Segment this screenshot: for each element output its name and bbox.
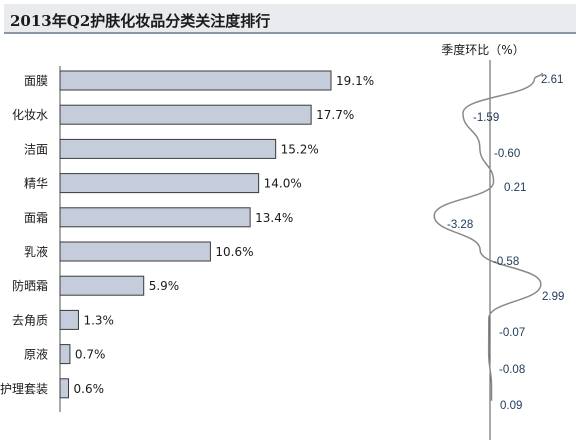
- qoq-value-label: -3.28: [447, 219, 473, 231]
- bar: [59, 309, 79, 330]
- bar: [59, 70, 332, 91]
- bar-value-label: 19.1%: [336, 74, 374, 88]
- category-label: 去角质: [12, 313, 48, 327]
- category-label: 洁面: [24, 142, 48, 156]
- category-label: 面膜: [24, 74, 48, 88]
- category-label: 化妆水: [12, 108, 48, 122]
- qoq-value-label: 2.61: [541, 74, 563, 86]
- bar-series: 面膜 19.1% 化妆水 17.7% 洁面 15.2% 精华 14.0% 面霜 13.4% 乳液 10…: [0, 70, 374, 399]
- bar-value-label: 0.7%: [75, 348, 106, 362]
- bar-value-label: 1.3%: [83, 313, 114, 327]
- qoq-subtitle: 季度环比（%）: [441, 42, 524, 57]
- category-label: 乳液: [24, 244, 48, 259]
- title-bar: 2013年Q2护肤化妆品分类关注度排行: [4, 4, 576, 34]
- bar-value-label: 17.7%: [316, 108, 354, 122]
- bar-value-label: 10.6%: [215, 245, 253, 259]
- bar: [59, 138, 277, 159]
- category-label: 原液: [24, 347, 48, 362]
- qoq-value-label: -0.08: [499, 364, 525, 376]
- bar-value-label: 14.0%: [264, 177, 302, 191]
- bar: [59, 241, 211, 262]
- bar: [59, 378, 70, 399]
- bar: [59, 104, 312, 125]
- bar: [59, 173, 260, 194]
- qoq-value-label: -0.07: [499, 327, 525, 339]
- chart-title: 2013年Q2护肤化妆品分类关注度排行: [10, 12, 271, 30]
- qoq-value-label: -0.60: [494, 148, 520, 160]
- bar: [59, 275, 145, 296]
- qoq-value-label: -1.59: [473, 112, 499, 124]
- qoq-value-label: 0.21: [504, 182, 526, 194]
- qoq-line: [433, 72, 544, 401]
- bar-value-label: 0.6%: [74, 382, 105, 396]
- bar: [59, 344, 71, 365]
- bar-value-label: 5.9%: [149, 279, 180, 293]
- category-label: 面霜: [24, 211, 48, 225]
- bar-value-label: 15.2%: [281, 142, 319, 156]
- bar-value-label: 13.4%: [255, 211, 293, 225]
- category-label: 防晒霜: [12, 278, 48, 293]
- category-label: 精华: [24, 177, 48, 191]
- bar: [59, 207, 251, 228]
- category-label: 护理套装: [0, 382, 48, 396]
- qoq-value-label: -0.58: [493, 256, 519, 268]
- qoq-value-label: 2.99: [542, 291, 564, 303]
- qoq-labels: 2.61 -1.59 -0.60 0.21 -3.28 -0.58 2.99 -0.07 -0.…: [447, 74, 564, 412]
- qoq-value-label: 0.09: [500, 400, 522, 412]
